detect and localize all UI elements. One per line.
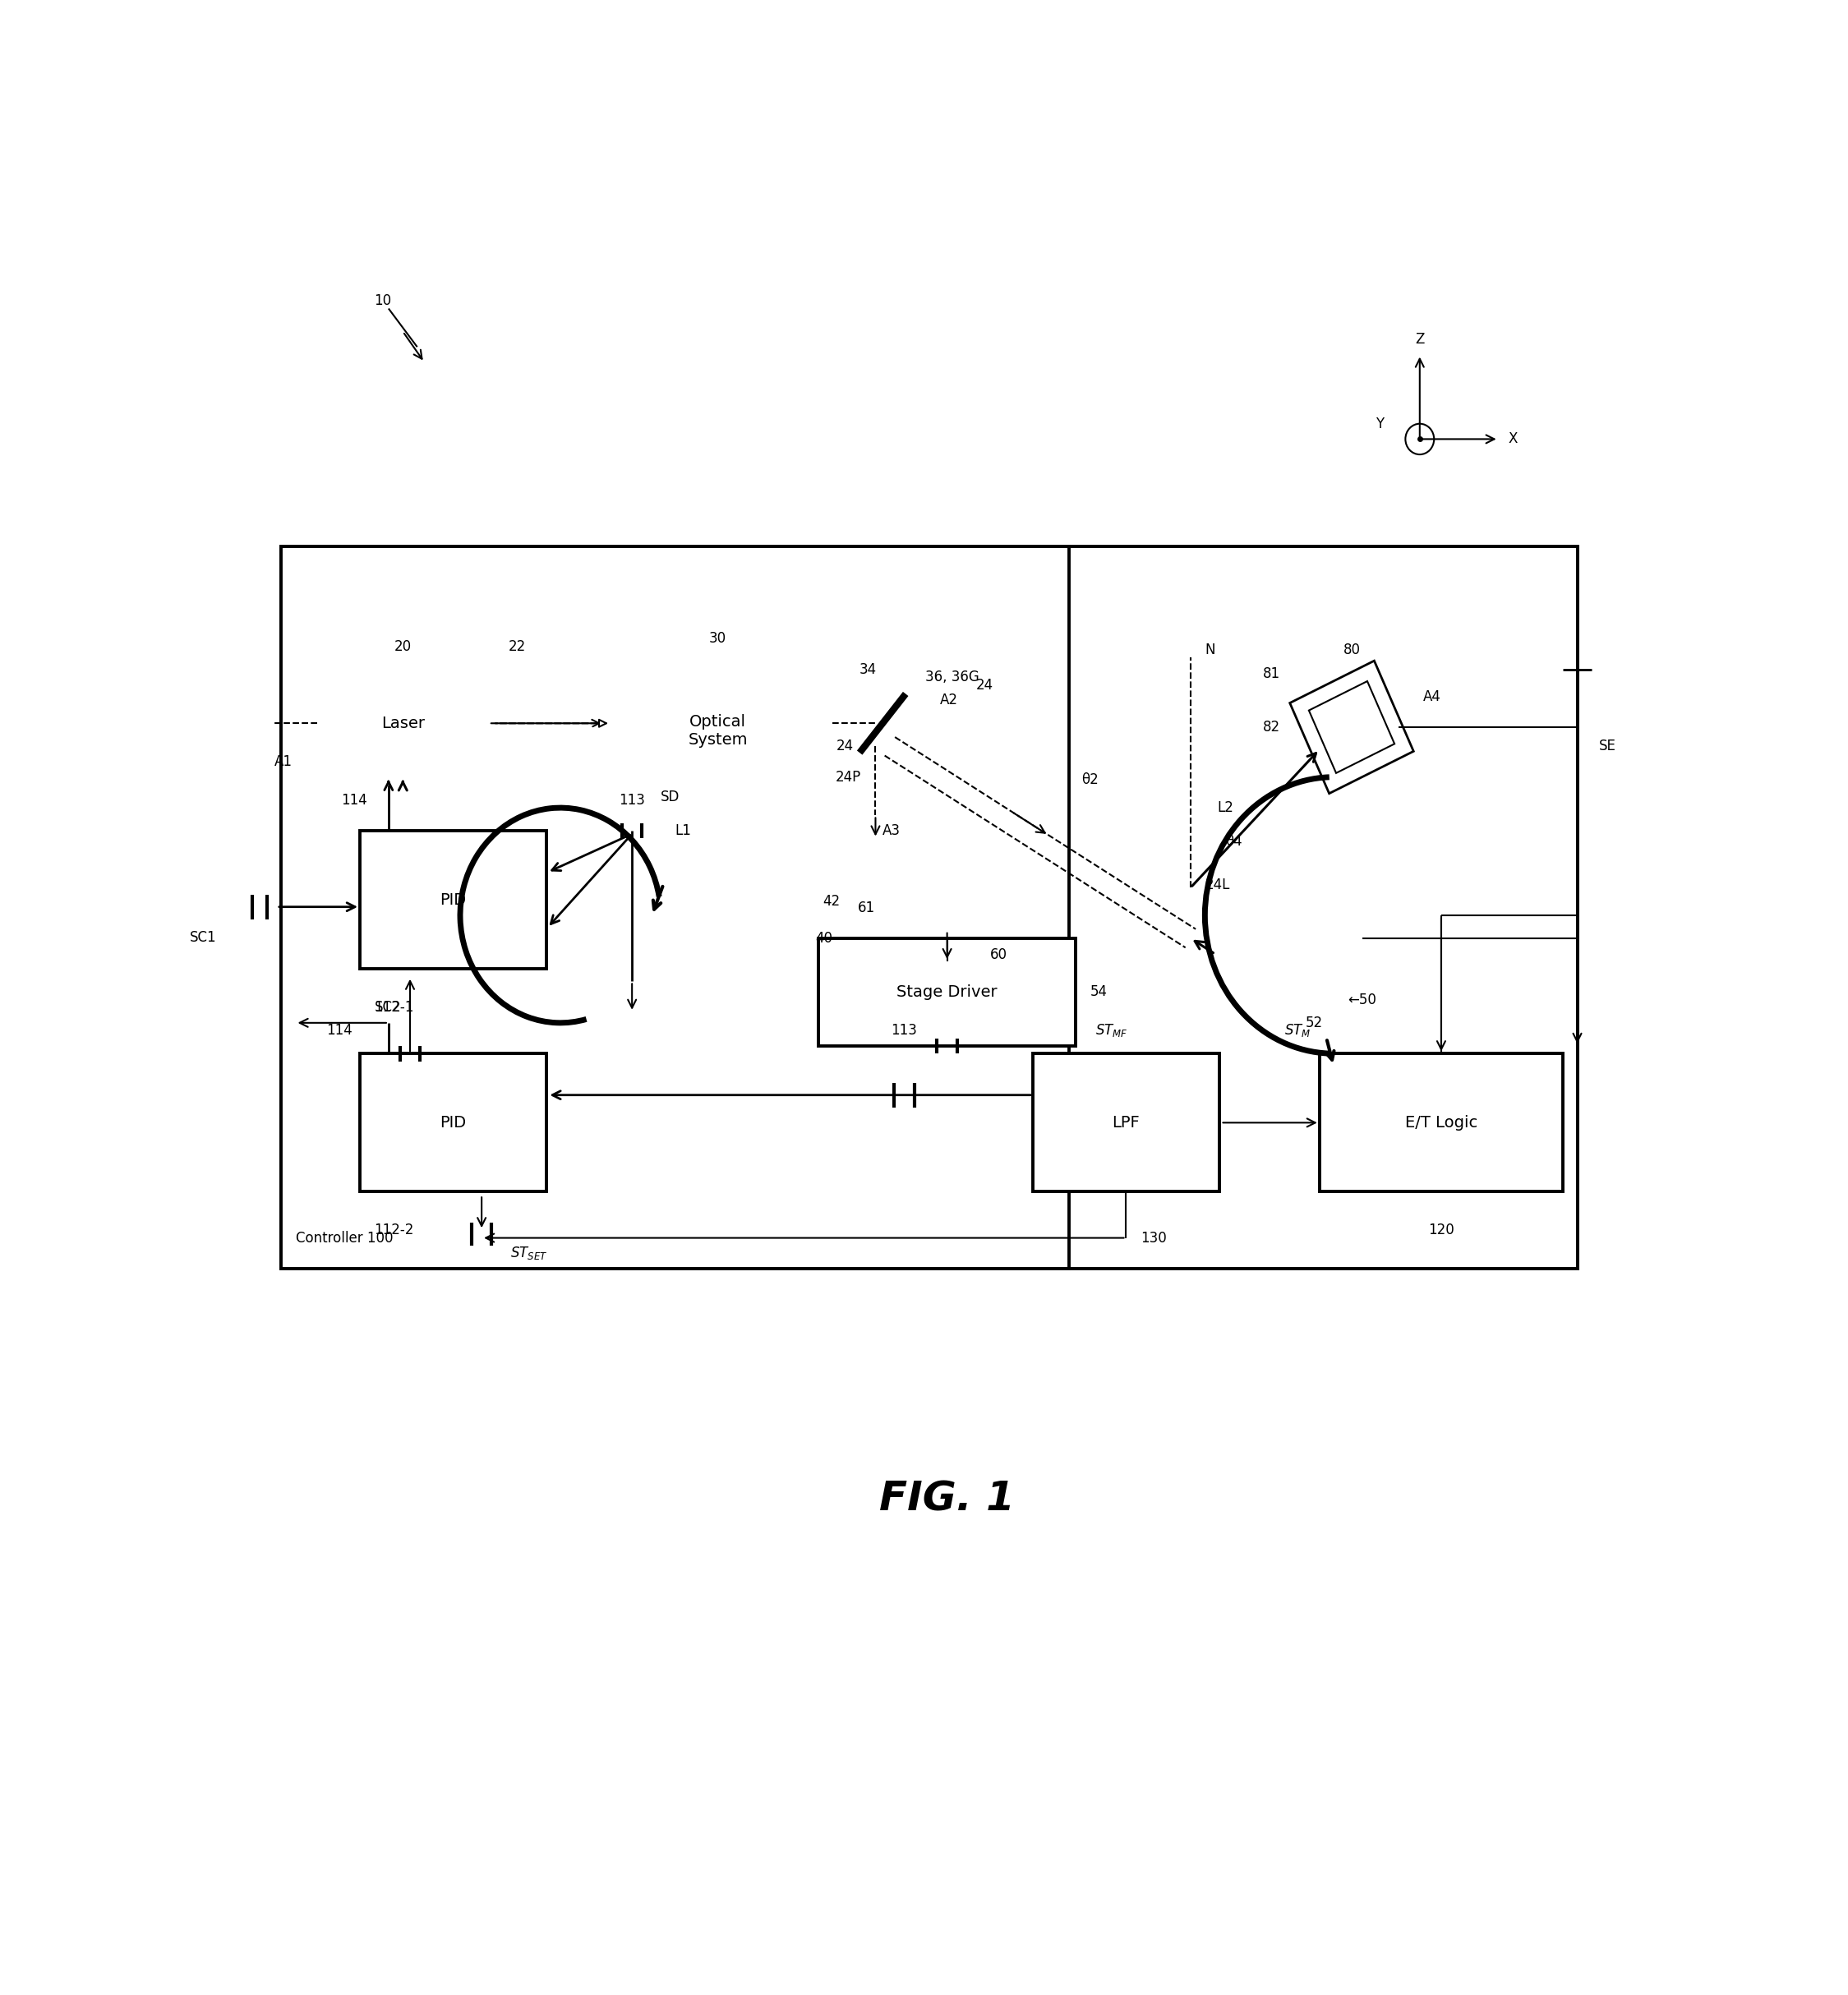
Text: Controller 100: Controller 100 [296,1231,394,1245]
Text: Y: Y [1375,417,1384,431]
Polygon shape [1308,680,1395,772]
Text: X: X [1508,431,1517,447]
Bar [1319,1053,1563,1191]
Bar [360,830,547,970]
Text: A2: A2 [941,692,957,708]
Text: $ST_{SET}$: $ST_{SET}$ [510,1245,547,1261]
Text: 20: 20 [394,638,412,654]
Text: Z: Z [1416,331,1425,347]
Text: 113: 113 [619,792,645,808]
Text: N: N [1205,642,1216,656]
Text: L1: L1 [675,824,691,838]
Text: 112-2: 112-2 [373,1223,414,1237]
Text: 42: 42 [822,894,839,910]
Bar [318,670,488,778]
Text: 30: 30 [710,630,726,646]
Text: 80: 80 [1343,642,1360,658]
Text: 61: 61 [857,900,876,916]
Text: L2: L2 [1218,800,1234,816]
Text: Laser: Laser [381,716,425,730]
Text: 114: 114 [327,1023,353,1037]
Text: 54: 54 [1090,986,1107,999]
Text: SE: SE [1599,738,1615,754]
Text: θ4: θ4 [1225,834,1242,850]
Text: 52: 52 [1305,1015,1323,1029]
Text: θ2: θ2 [1081,772,1100,788]
Bar [602,662,832,800]
Text: $ST_M$: $ST_M$ [1284,1021,1312,1039]
Bar [854,888,1355,916]
Text: $ST_{MF}$: $ST_{MF}$ [1096,1021,1127,1039]
Text: A1: A1 [274,754,292,770]
Bar [883,892,961,924]
Text: 10: 10 [373,293,392,309]
Text: A3: A3 [883,824,900,838]
Text: 24L: 24L [1205,878,1231,892]
Text: SD: SD [662,790,680,804]
Bar [360,1053,547,1191]
Bar [281,547,1578,1269]
Bar [1033,1053,1220,1191]
Text: 24P: 24P [835,770,861,784]
Text: 24: 24 [976,678,992,692]
Text: LPF: LPF [1112,1115,1140,1131]
Polygon shape [1290,660,1414,794]
Bar [281,547,1068,1269]
Text: 120: 120 [1429,1223,1454,1237]
Text: ←50: ←50 [1349,992,1377,1007]
Text: 114: 114 [342,792,368,808]
Text: Stage Driver: Stage Driver [896,984,998,999]
Text: PID: PID [440,892,466,908]
Text: E/T Logic: E/T Logic [1404,1115,1477,1131]
Text: 40: 40 [815,932,832,946]
Text: 36, 36G: 36, 36G [926,670,979,684]
Text: PID: PID [440,1115,466,1131]
Text: SC2: SC2 [373,999,401,1015]
Bar [846,916,1362,962]
Text: 112-1: 112-1 [373,999,414,1015]
Text: 60: 60 [991,948,1007,962]
Text: 113: 113 [891,1023,917,1037]
Text: 22: 22 [508,638,527,654]
Text: 81: 81 [1262,666,1281,680]
Bar [883,936,976,974]
Bar [876,928,983,982]
Text: 34: 34 [859,662,878,676]
Text: FIG. 1: FIG. 1 [880,1480,1015,1518]
Bar [819,938,1076,1045]
Text: 82: 82 [1262,720,1281,734]
Text: SC1: SC1 [190,930,216,946]
Text: 24: 24 [837,738,854,754]
Text: A4: A4 [1423,688,1441,704]
Text: Optical
System: Optical System [687,714,748,748]
Text: 130: 130 [1140,1231,1166,1245]
